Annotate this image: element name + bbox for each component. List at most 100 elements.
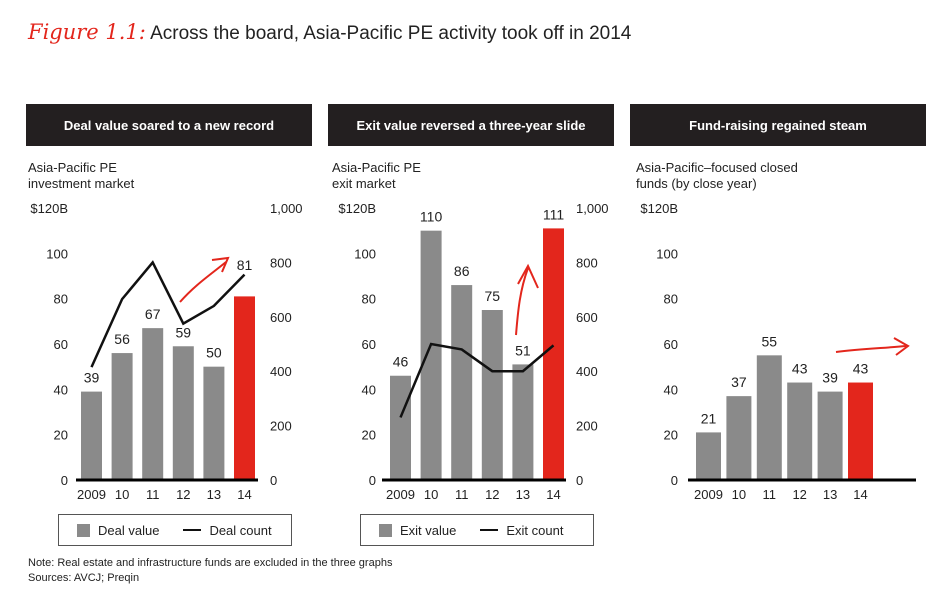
y-axis-tick-label: $120B (338, 201, 376, 216)
x-axis-tick-label: 14 (546, 487, 560, 502)
y-axis-tick-label: 40 (54, 382, 68, 397)
bar (817, 391, 843, 480)
y2-axis-tick-label: 400 (576, 364, 598, 379)
x-axis-tick-label: 10 (115, 487, 129, 502)
legend-bar-swatch (77, 523, 90, 537)
panel-1-subtitle-line-2: investment market (28, 176, 135, 191)
bar-value-label: 43 (853, 361, 869, 377)
bar-highlight (543, 228, 564, 480)
y2-axis-tick-label: 200 (576, 419, 598, 434)
y-axis-tick-label: 80 (362, 292, 376, 307)
bar-value-label: 110 (420, 209, 443, 225)
bar (756, 355, 782, 480)
y-axis-tick-label: 100 (46, 246, 68, 261)
bar-value-label: 81 (237, 257, 253, 273)
bar-highlight (234, 296, 255, 480)
y-axis-tick-label: 80 (54, 292, 68, 307)
panel-2-legend: Exit value Exit count (360, 514, 594, 546)
x-axis-tick-label: 12 (176, 487, 190, 502)
bar-value-label: 59 (176, 324, 192, 340)
y-axis-tick-label: $120B (640, 201, 678, 216)
panel-2-subtitle-line-2: exit market (332, 176, 396, 191)
y-axis-tick-label: 60 (362, 337, 376, 352)
y-axis-tick-label: 40 (362, 382, 376, 397)
y-axis-tick-label: 80 (664, 292, 678, 307)
y-axis-tick-label: 0 (369, 473, 376, 488)
y-axis-tick-label: 40 (664, 382, 678, 397)
x-axis-tick-label: 2009 (386, 487, 415, 502)
y-axis-tick-label: 20 (54, 428, 68, 443)
x-axis-tick-label: 13 (823, 487, 837, 502)
bar (111, 353, 133, 480)
x-axis-tick-label: 12 (792, 487, 806, 502)
bar-value-label: 43 (792, 361, 808, 377)
bar (512, 364, 534, 480)
y-axis-tick-label: 100 (656, 246, 678, 261)
growth-arrow-3-head (893, 337, 910, 356)
legend-bar-label: Deal value (98, 522, 160, 538)
y2-axis-tick-label: 600 (576, 310, 598, 325)
bar-value-label: 39 (84, 370, 100, 386)
y2-axis-tick-label: 0 (270, 473, 277, 488)
panel-1-header: Deal value soared to a new record (26, 104, 312, 146)
bar (142, 328, 164, 480)
panel-3-header: Fund-raising regained steam (630, 104, 926, 146)
bar (451, 285, 473, 480)
bar-value-label: 55 (762, 333, 778, 349)
y2-axis-tick-label: 1,000 (576, 201, 609, 216)
panel-3-subtitle-line-2: funds (by close year) (636, 176, 757, 191)
bar-value-label: 75 (485, 288, 501, 304)
x-axis-tick-label: 2009 (77, 487, 106, 502)
bar (81, 391, 102, 480)
bar-value-label: 67 (145, 306, 161, 322)
bar-value-label: 21 (701, 410, 717, 426)
legend-line-swatch (183, 529, 202, 531)
y2-axis-tick-label: 800 (576, 255, 598, 270)
bar (481, 310, 503, 480)
x-axis-tick-label: 11 (455, 487, 469, 502)
growth-arrow-3 (835, 345, 907, 353)
growth-arrow-2-head (517, 263, 539, 289)
panel-1-subtitle: Asia-Pacific PE investment market (28, 160, 134, 192)
count-line (90, 260, 246, 368)
x-axis-tick-label: 12 (485, 487, 499, 502)
panel-3-subtitle: Asia-Pacific–focused closed funds (by cl… (636, 160, 798, 192)
y2-axis-tick-label: 600 (270, 310, 292, 325)
figure-title-text: Across the board, Asia-Pacific PE activi… (150, 23, 632, 44)
bar-value-label: 56 (114, 331, 130, 347)
bar-value-label: 39 (822, 370, 838, 386)
bar (696, 432, 721, 480)
panel-2-subtitle-line-1: Asia-Pacific PE (332, 160, 421, 175)
x-axis-tick-label: 11 (146, 487, 160, 502)
x-axis-tick-label: 10 (732, 487, 746, 502)
panel-1-legend: Deal value Deal count (58, 514, 292, 546)
y-axis-tick-label: $120B (30, 201, 68, 216)
sources-text: Sources: AVCJ; Preqin (28, 572, 140, 584)
y2-axis-tick-label: 800 (270, 255, 292, 270)
growth-arrow-2 (515, 267, 529, 336)
x-axis-tick-label: 10 (424, 487, 438, 502)
panel-1-subtitle-line-1: Asia-Pacific PE (28, 160, 117, 175)
bar-highlight (848, 382, 873, 480)
x-axis-tick-label: 13 (516, 487, 530, 502)
bar (390, 375, 411, 480)
legend-line-label: Deal count (209, 522, 272, 538)
figure-label: Figure 1.1: (28, 20, 146, 44)
y2-axis-tick-label: 200 (270, 419, 292, 434)
y2-axis-tick-label: 0 (576, 473, 583, 488)
notes: Note: Real estate and infrastructure fun… (28, 556, 392, 586)
panel-2-subtitle: Asia-Pacific PE exit market (332, 160, 421, 192)
y-axis-tick-label: 60 (54, 337, 68, 352)
bar-value-label: 86 (454, 263, 470, 279)
legend-bar-label: Exit value (400, 522, 457, 538)
y-axis-tick-label: 20 (362, 428, 376, 443)
x-axis-tick-label: 14 (237, 487, 251, 502)
bar (726, 396, 752, 480)
y-axis-tick-label: 0 (61, 473, 68, 488)
bar-value-label: 111 (543, 206, 564, 222)
bar (420, 230, 442, 480)
y2-axis-tick-label: 1,000 (270, 201, 303, 216)
y-axis-tick-label: 20 (664, 428, 678, 443)
y2-axis-tick-label: 400 (270, 364, 292, 379)
